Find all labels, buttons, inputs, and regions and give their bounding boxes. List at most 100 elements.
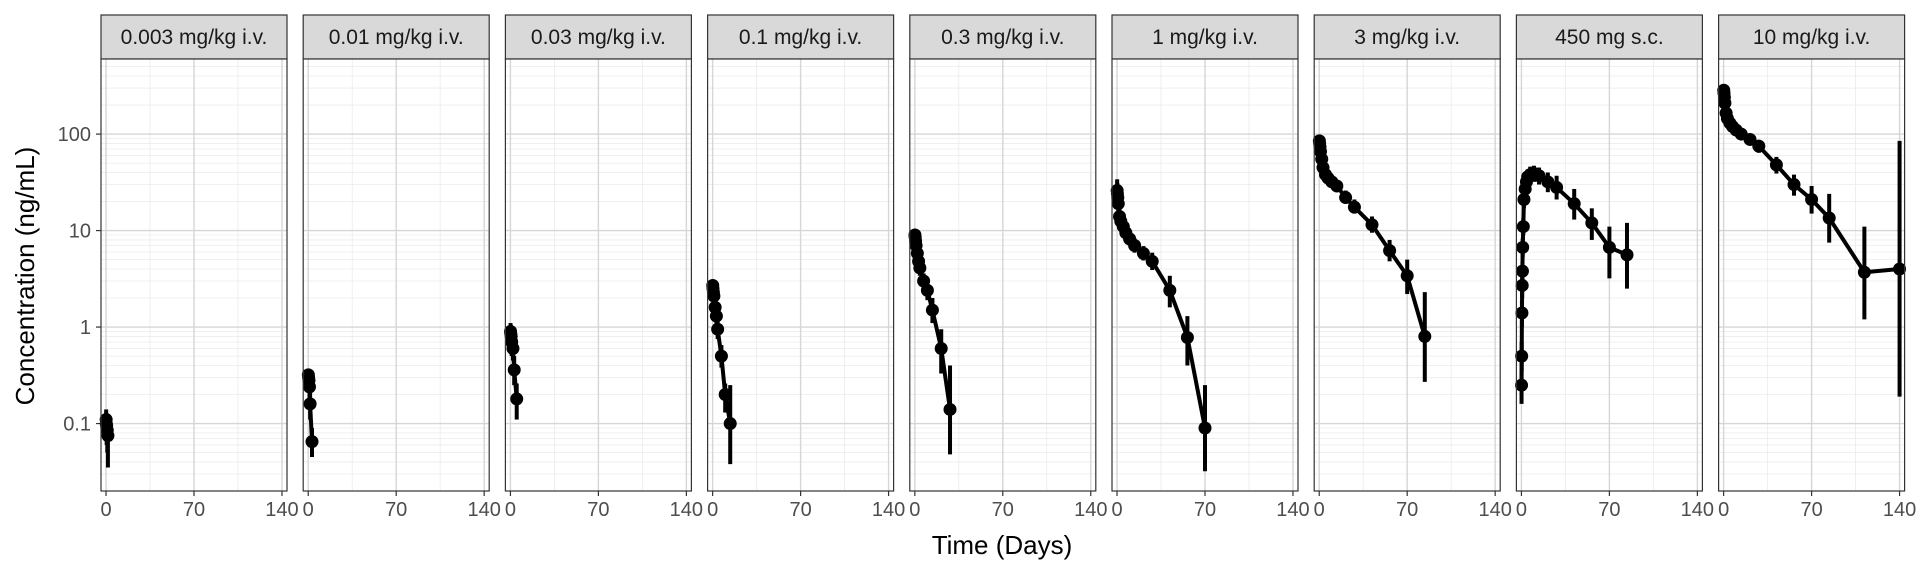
facet-panel: 0.1 mg/kg i.v. 0 70 140 [706,14,905,521]
data-point [1180,330,1194,344]
data-point [305,435,319,449]
facet-panel: 0.01 mg/kg i.v. 0 70 140 [301,14,501,521]
y-tick-labels: 0.1 1 10 100 [58,124,101,436]
data-point [711,322,725,336]
facet-panel: 1 mg/kg i.v. 0 70 140 [1110,14,1310,521]
data-point [1516,220,1530,234]
x-tick-label: 140 [670,499,703,521]
x-tick-label: 70 [183,499,205,521]
data-point [1857,265,1871,279]
data-point [1136,246,1150,260]
facet-panel: 0.003 mg/kg i.v. 0 70 140 [99,14,299,521]
facet-panel: 10 mg/kg i.v. 0 70 140 [1717,14,1916,521]
data-point [1347,200,1361,214]
facet-panel: 0.03 mg/kg i.v. 0 70 140 [504,14,703,521]
x-tick-label: 70 [1598,499,1620,521]
facet-strip [504,14,692,60]
x-tick-label: 140 [265,499,298,521]
data-point [1787,178,1801,192]
facet-panel: 3 mg/kg i.v. 0 70 140 [1312,14,1512,521]
data-point [1163,283,1177,297]
data-point [507,363,521,377]
data-point [1330,179,1344,193]
data-point [1585,216,1599,230]
data-point [1516,240,1530,254]
data-point [1620,248,1634,262]
data-point [1769,158,1783,172]
data-point [1550,180,1564,194]
data-point [1515,264,1529,278]
x-tick-label: 0 [1516,499,1527,521]
facet-strip-label: 10 mg/kg i.v. [1753,26,1871,49]
facet-strip-label: 450 mg s.c. [1555,26,1664,49]
x-tick-label: 70 [992,499,1014,521]
x-tick-label: 70 [385,499,407,521]
data-point [925,303,939,317]
facet-strip-label: 1 mg/kg i.v. [1152,26,1258,49]
facet-strip [909,14,1097,60]
facet-strip [706,14,895,60]
facet-panel: 0.3 mg/kg i.v. 0 70 140 [908,14,1107,521]
x-tick-label: 70 [1396,499,1418,521]
x-tick-label: 140 [1074,499,1107,521]
facet-strip-label: 0.3 mg/kg i.v. [941,26,1064,49]
x-tick-label: 0 [1111,499,1122,521]
y-tick-label: 100 [58,124,91,146]
data-point [1743,132,1757,146]
data-point [101,429,115,443]
data-point [1418,329,1432,343]
x-tick-label: 0 [100,499,111,521]
x-tick-label: 140 [872,499,905,521]
data-point [510,392,524,406]
data-point [1893,262,1907,276]
facet-strip [1313,14,1501,60]
data-point [707,289,721,303]
x-tick-label: 70 [1194,499,1216,521]
data-point [920,283,934,297]
x-tick-label: 140 [467,499,500,521]
data-point [1517,192,1531,206]
data-point [934,341,948,355]
data-point [718,388,732,402]
y-axis-title: Concentration (ng/mL) [10,147,40,406]
data-point [506,341,520,355]
x-tick-label: 0 [303,499,314,521]
x-tick-label: 70 [789,499,811,521]
x-tick-label: 70 [1800,499,1822,521]
x-tick-label: 0 [909,499,920,521]
data-point [1198,421,1212,435]
data-point [1145,254,1159,268]
y-tick-label: 0.1 [63,414,91,436]
data-point [714,349,728,363]
facet-strip [302,14,490,60]
facet-strip-label: 0.003 mg/kg i.v. [121,26,268,49]
data-point [1822,211,1836,225]
facet-strip-label: 0.03 mg/kg i.v. [531,26,666,49]
data-point [303,397,317,411]
x-tick-label: 0 [505,499,516,521]
facet-strip [1717,14,1906,60]
x-tick-label: 0 [1718,499,1729,521]
x-tick-label: 140 [1478,499,1511,521]
data-point [302,380,316,394]
data-point [1339,191,1353,205]
x-tick-label: 70 [587,499,609,521]
data-point [943,402,957,416]
facet-strip-label: 3 mg/kg i.v. [1354,26,1460,49]
data-point [709,309,723,323]
data-point [913,261,927,275]
data-point [1515,278,1529,292]
facet-panels: 0.003 mg/kg i.v. 0 70 140 0.01 mg/kg i.v. 0 70… [99,14,1916,521]
x-tick-label: 140 [1681,499,1714,521]
data-point [1515,306,1529,320]
data-point [1400,269,1414,283]
y-tick-label: 10 [69,221,91,243]
data-point [1128,239,1142,253]
data-point [723,417,737,431]
data-point [1383,244,1397,258]
data-point [1515,349,1529,363]
x-tick-label: 140 [1883,499,1916,521]
facet-strip [100,14,288,60]
data-point [1515,378,1529,392]
